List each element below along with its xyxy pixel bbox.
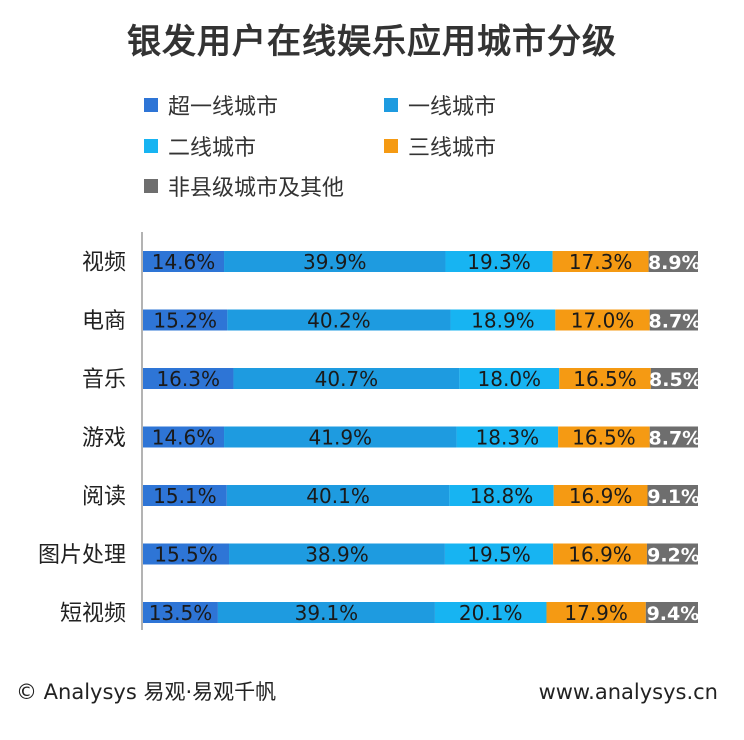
bar-segment (645, 602, 698, 623)
data-label: 18.9% (471, 309, 535, 333)
category-label: 图片处理 (38, 543, 126, 568)
bar-segment (450, 309, 556, 331)
bar-segment (553, 543, 647, 565)
data-label: 18.0% (478, 367, 542, 391)
bar-segment (217, 602, 435, 623)
bar-segment (555, 309, 650, 331)
bar-segment (143, 426, 225, 448)
bar-segment (444, 543, 554, 565)
data-label: 39.1% (295, 601, 359, 625)
bar-segment (546, 602, 646, 623)
data-label: 13.5% (149, 601, 213, 625)
category-label: 电商 (82, 309, 126, 334)
bar-segment (650, 368, 698, 389)
data-label: 15.5% (154, 543, 218, 567)
data-label: 8.5% (649, 369, 702, 391)
data-label: 18.3% (476, 426, 540, 450)
bar-segment (226, 485, 450, 506)
bar-segment (558, 426, 650, 448)
bar-segment (229, 543, 445, 565)
data-label: 15.2% (153, 309, 217, 333)
bar-segment (224, 426, 457, 448)
data-label: 8.7% (649, 428, 702, 450)
data-label: 14.6% (152, 426, 216, 450)
legend-label: 一线城市 (408, 95, 497, 120)
data-label: 20.1% (459, 601, 523, 625)
bar-segment (434, 602, 547, 623)
data-label: 17.3% (569, 250, 633, 274)
legend-swatch (144, 179, 158, 193)
data-label: 18.8% (470, 484, 534, 508)
data-label: 17.0% (571, 309, 635, 333)
data-label: 40.2% (307, 309, 371, 333)
legend-label: 非县级城市及其他 (168, 176, 345, 201)
bar-segment (224, 251, 446, 272)
data-label: 16.9% (569, 484, 633, 508)
data-label: 38.9% (305, 543, 369, 567)
bar-segment (646, 543, 698, 565)
bar-segment (553, 485, 648, 506)
data-label: 17.9% (564, 601, 628, 625)
data-label: 41.9% (309, 426, 373, 450)
bar-segment (647, 485, 698, 506)
data-label: 16.3% (156, 367, 220, 391)
bar-segment (459, 368, 560, 389)
data-label: 40.1% (306, 484, 370, 508)
bar-segment (559, 368, 651, 389)
data-label: 8.9% (648, 252, 701, 274)
bar-segment (449, 485, 554, 506)
category-label: 游戏 (82, 426, 126, 451)
data-label: 9.1% (647, 486, 700, 508)
data-label: 19.5% (467, 543, 531, 567)
footer-website: www.analysys.cn (538, 680, 718, 704)
legend-label: 三线城市 (408, 136, 497, 161)
legend-item: 三线城市 (384, 130, 496, 162)
legend-item: 二线城市 (144, 130, 256, 162)
data-label: 19.3% (467, 250, 531, 274)
bar-segment (227, 309, 451, 331)
data-label: 16.5% (573, 367, 637, 391)
bar-segment (648, 251, 698, 272)
bar-segment (143, 309, 228, 331)
data-label: 14.6% (152, 250, 216, 274)
data-label: 15.1% (153, 484, 217, 508)
chart-title: 银发用户在线娱乐应用城市分级 (127, 22, 617, 62)
category-label: 阅读 (82, 485, 126, 510)
category-label: 短视频 (60, 602, 126, 627)
footer-copyright: © Analysys 易观·易观千帆 (16, 680, 277, 704)
legend-label: 二线城市 (168, 136, 257, 161)
legend-item: 非县级城市及其他 (144, 170, 344, 202)
data-label: 9.2% (647, 545, 700, 567)
category-label: 视频 (82, 251, 126, 276)
data-label: 9.4% (647, 603, 700, 625)
bar-segment (649, 309, 698, 331)
data-label: 39.9% (303, 250, 367, 274)
data-label: 16.5% (572, 426, 636, 450)
bar-segment (143, 485, 227, 506)
data-label: 40.7% (315, 367, 379, 391)
data-label: 8.7% (649, 311, 702, 333)
legend-swatch (144, 139, 158, 153)
category-label: 音乐 (82, 368, 126, 393)
data-label: 16.9% (568, 543, 632, 567)
bar-segment (233, 368, 460, 389)
legend-swatch (384, 139, 398, 153)
bar-segment (143, 368, 234, 389)
legend-item: 一线城市 (384, 89, 496, 121)
bar-segment (143, 602, 218, 623)
legend-label: 超一线城市 (168, 95, 279, 120)
bar-segment (649, 426, 698, 448)
legend-swatch (384, 98, 398, 112)
bar-segment (552, 251, 649, 272)
bar-segment (445, 251, 553, 272)
bar-segment (456, 426, 559, 448)
legend-swatch (144, 98, 158, 112)
bar-segment (143, 543, 230, 565)
legend-item: 超一线城市 (144, 89, 278, 121)
bar-segment (143, 251, 225, 272)
